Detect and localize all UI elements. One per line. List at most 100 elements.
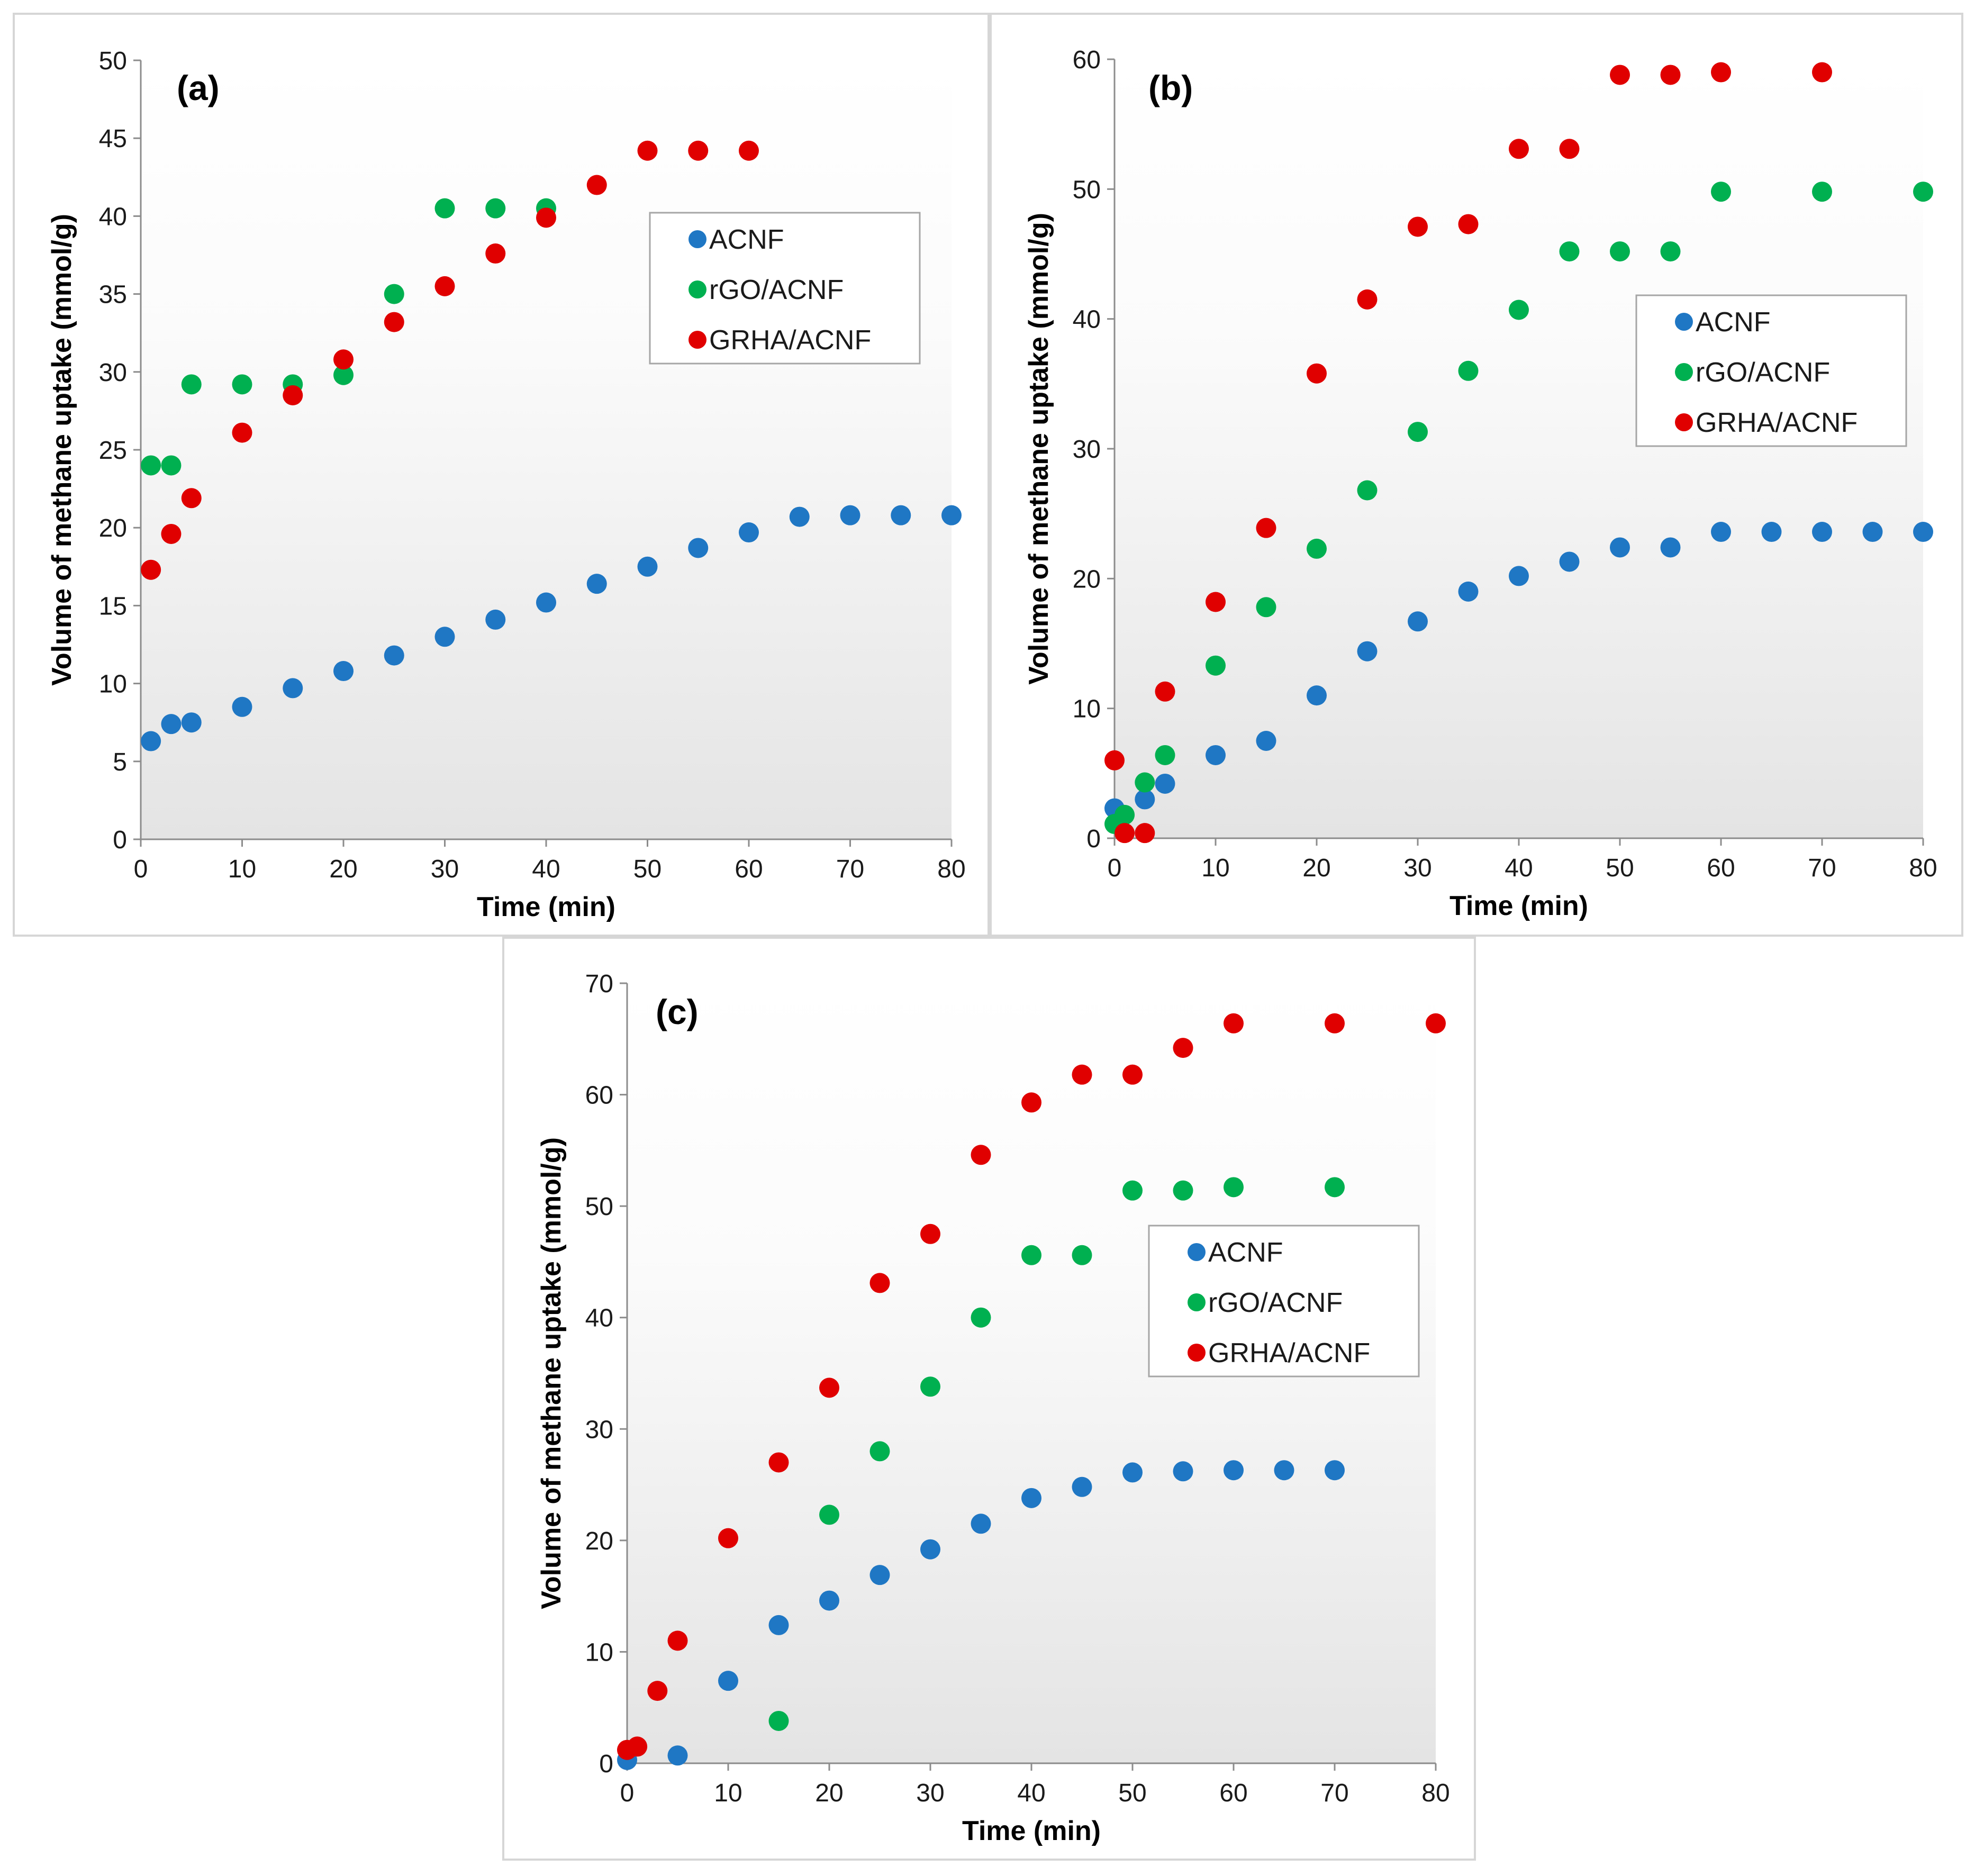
data-point-grha-acnf [1559, 139, 1580, 159]
y-tick-label: 40 [99, 203, 127, 231]
data-point-acnf [941, 505, 962, 525]
y-tick-label: 20 [99, 514, 127, 542]
y-tick-label: 30 [1073, 436, 1101, 464]
data-point-grha-acnf [1812, 62, 1832, 83]
data-point-rgo-acnf [232, 374, 252, 395]
chart-svg: 0 10 20 30 40 50 60 70 0 10 20 30 40 50 60 70 80 Time (mi… [536, 970, 1450, 1846]
data-point-rgo-acnf [1559, 241, 1580, 262]
data-point-grha-acnf [434, 276, 455, 296]
data-point-grha-acnf [1135, 823, 1155, 844]
data-point-grha-acnf [1173, 1038, 1193, 1058]
x-tick-label: 80 [1421, 1779, 1449, 1807]
data-point-acnf [840, 505, 860, 525]
data-point-grha-acnf [333, 349, 354, 370]
y-tick-label: 50 [1073, 176, 1101, 204]
y-tick-label: 30 [99, 359, 127, 387]
data-point-rgo-acnf [1913, 182, 1933, 202]
data-point-grha-acnf [161, 523, 182, 544]
panel-label: (c) [656, 992, 699, 1031]
y-tick-label: 10 [585, 1638, 613, 1666]
data-point-acnf [718, 1671, 738, 1691]
data-point-grha-acnf [1021, 1092, 1041, 1113]
data-point-rgo-acnf [1325, 1177, 1345, 1198]
legend-label: rGO/ACNF [709, 275, 844, 305]
data-point-acnf [1509, 566, 1529, 586]
y-tick-label: 45 [99, 125, 127, 153]
chart-panel-c: 0 10 20 30 40 50 60 70 0 10 20 30 40 50 60 70 80 Time (mi… [502, 937, 1476, 1861]
data-point-grha-acnf [1660, 65, 1681, 85]
data-point-grha-acnf [819, 1377, 839, 1398]
x-axis-title: Time (min) [962, 1816, 1101, 1846]
data-point-rgo-acnf [434, 198, 455, 219]
x-axis-title: Time (min) [477, 892, 615, 922]
data-point-acnf [920, 1539, 940, 1560]
legend-label: GRHA/ACNF [1696, 407, 1858, 438]
data-point-acnf [181, 712, 202, 733]
data-point-acnf [819, 1590, 839, 1611]
legend-label: rGO/ACNF [1696, 357, 1830, 388]
x-tick-label: 0 [620, 1779, 635, 1807]
data-point-rgo-acnf [1711, 182, 1731, 202]
data-point-acnf [1325, 1460, 1345, 1481]
data-point-rgo-acnf [1660, 241, 1681, 262]
legend-marker [1188, 1243, 1206, 1261]
data-point-acnf [1408, 611, 1428, 632]
data-point-rgo-acnf [1408, 422, 1428, 442]
data-point-rgo-acnf [1224, 1177, 1244, 1198]
data-point-rgo-acnf [1812, 182, 1832, 202]
data-point-rgo-acnf [141, 455, 161, 476]
y-tick-label: 5 [113, 748, 127, 776]
x-tick-label: 20 [329, 855, 357, 883]
y-axis-title: Volume of methane uptake (mmol/g) [47, 214, 77, 686]
data-point-grha-acnf [647, 1681, 668, 1701]
legend-marker [1675, 413, 1693, 431]
data-point-acnf [1072, 1476, 1092, 1497]
y-tick-label: 25 [99, 437, 127, 465]
x-axis-title: Time (min) [1449, 891, 1588, 921]
data-point-grha-acnf [1206, 592, 1226, 612]
legend-label: ACNF [709, 224, 784, 255]
data-point-grha-acnf [1307, 363, 1327, 384]
data-point-acnf [1224, 1460, 1244, 1481]
y-tick-label: 15 [99, 592, 127, 620]
data-point-acnf [1458, 581, 1479, 602]
x-tick-label: 80 [937, 855, 965, 883]
y-tick-label: 70 [585, 970, 613, 998]
data-point-rgo-acnf [181, 374, 202, 395]
data-point-grha-acnf [536, 207, 556, 228]
data-point-grha-acnf [1408, 216, 1428, 237]
data-point-acnf [536, 592, 556, 613]
y-tick-label: 50 [585, 1193, 613, 1221]
data-point-acnf [739, 522, 759, 543]
data-point-acnf [586, 574, 607, 594]
data-point-acnf [1660, 537, 1681, 558]
data-point-acnf [789, 506, 810, 527]
chart-panel-a: 0 5 10 15 20 25 30 35 40 45 50 0 10 20 30 40 50 60 70 80 Tim… [13, 13, 990, 937]
data-point-grha-acnf [920, 1224, 940, 1244]
x-tick-label: 30 [916, 1779, 944, 1807]
y-axis-title: Volume of methane uptake (mmol/g) [1023, 213, 1054, 685]
x-tick-label: 50 [1606, 854, 1634, 882]
data-point-grha-acnf [1458, 214, 1479, 234]
chart-panel-b: 0 10 20 30 40 50 60 0 10 20 30 40 50 60 70 80 Time (min)… [990, 13, 1963, 937]
data-point-grha-acnf [1711, 62, 1731, 83]
data-point-acnf [971, 1514, 991, 1534]
data-point-acnf [434, 627, 455, 647]
y-tick-label: 20 [585, 1527, 613, 1555]
data-point-rgo-acnf [161, 455, 182, 476]
x-tick-label: 60 [1707, 854, 1735, 882]
x-tick-label: 20 [815, 1779, 843, 1807]
plot-area [1115, 59, 1923, 838]
x-tick-label: 40 [1505, 854, 1533, 882]
y-tick-label: 35 [99, 281, 127, 309]
legend-marker [1188, 1293, 1206, 1311]
data-point-grha-acnf [1509, 139, 1529, 159]
data-point-acnf [768, 1615, 789, 1635]
x-tick-label: 10 [228, 855, 256, 883]
data-point-acnf [1021, 1488, 1041, 1508]
data-point-acnf [667, 1745, 688, 1766]
data-point-rgo-acnf [920, 1376, 940, 1397]
data-point-rgo-acnf [384, 284, 404, 304]
y-tick-label: 10 [99, 670, 127, 699]
data-point-acnf [1357, 641, 1378, 661]
